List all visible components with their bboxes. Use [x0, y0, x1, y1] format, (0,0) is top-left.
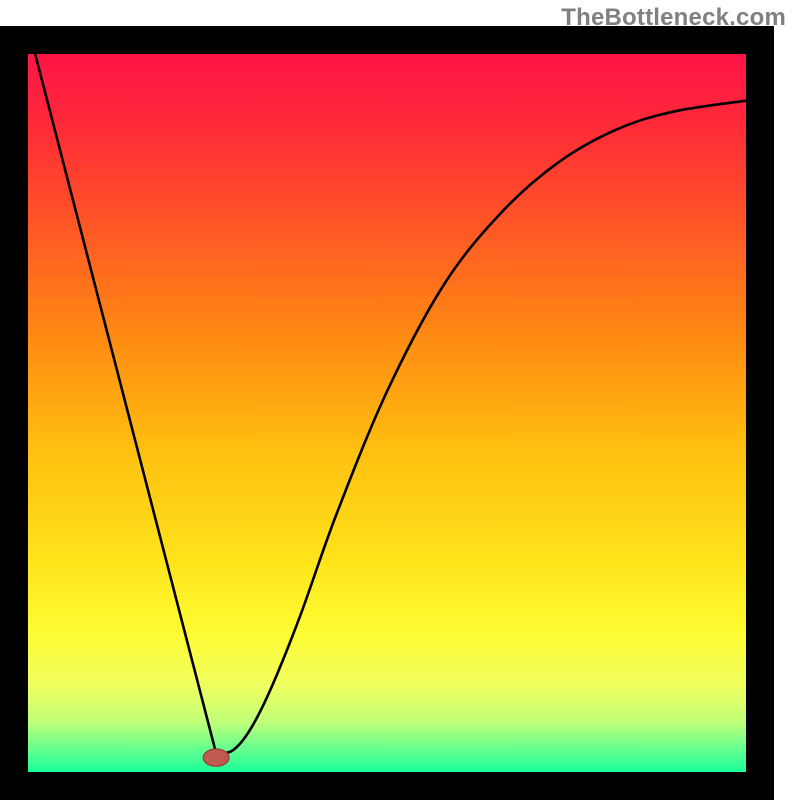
watermark-text: TheBottleneck.com [561, 4, 786, 32]
chart-plot-area [28, 54, 746, 772]
bottleneck-chart [0, 0, 800, 800]
optimum-marker [203, 749, 229, 766]
